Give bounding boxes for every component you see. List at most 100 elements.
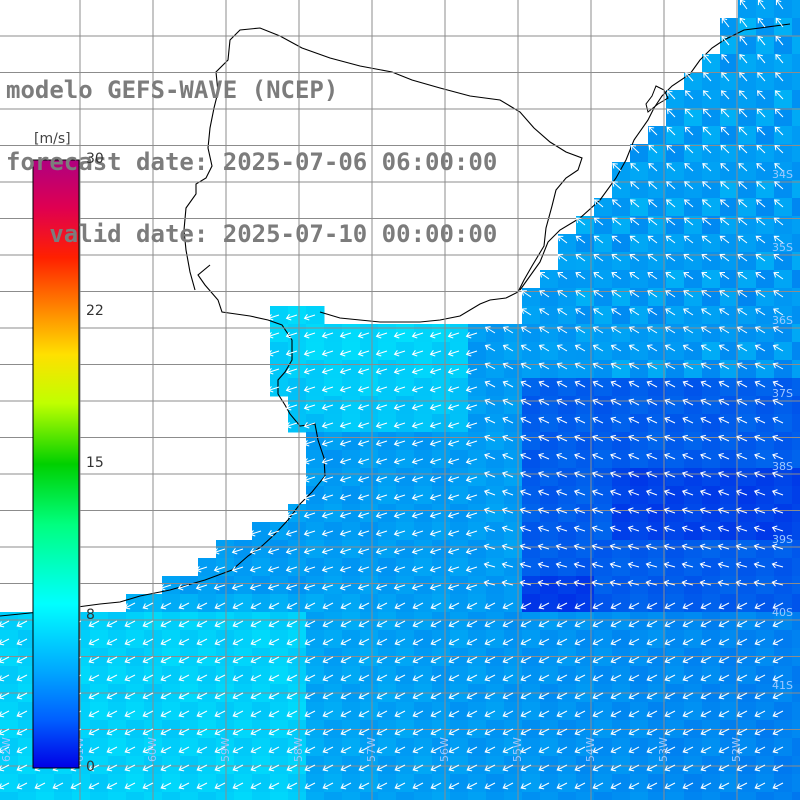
wind-arrow <box>465 440 478 447</box>
ocean-cell <box>756 738 775 757</box>
wind-arrow <box>412 656 424 664</box>
ocean-cell <box>594 576 613 595</box>
wind-arrow <box>610 728 622 736</box>
ocean-cell <box>504 702 523 721</box>
ocean-cell <box>468 522 487 541</box>
wind-arrow <box>771 525 784 532</box>
wind-arrow <box>717 543 730 551</box>
ocean-cell <box>702 72 721 91</box>
ocean-cell <box>702 756 721 775</box>
wind-arrow <box>358 656 370 664</box>
ocean-cell <box>396 432 415 451</box>
ocean-cell <box>612 504 631 523</box>
ocean-cell <box>324 612 343 631</box>
ocean-cell <box>774 792 793 800</box>
wind-arrow <box>357 458 370 465</box>
wind-arrow <box>502 362 514 370</box>
ocean-cell <box>720 450 739 469</box>
ocean-cell <box>216 612 235 631</box>
ocean-cell <box>414 324 433 343</box>
ocean-cell <box>18 648 37 667</box>
ocean-cell <box>702 504 721 523</box>
ocean-cell <box>648 756 667 775</box>
ocean-cell <box>342 576 361 595</box>
ocean-cell <box>540 666 559 685</box>
wind-arrow <box>556 380 568 388</box>
ocean-cell <box>270 666 289 685</box>
ocean-cell <box>342 738 361 757</box>
wind-arrow <box>700 453 712 460</box>
wind-arrow <box>628 746 640 754</box>
wind-arrow <box>665 253 676 262</box>
wind-arrow <box>465 566 478 573</box>
wind-arrow <box>772 638 784 646</box>
wind-arrow <box>304 638 316 646</box>
wind-arrow <box>591 543 604 551</box>
wind-arrow <box>339 476 352 483</box>
wind-arrow <box>627 543 640 551</box>
ocean-cell <box>468 630 487 649</box>
ocean-cell <box>360 648 379 667</box>
ocean-cell <box>630 378 649 397</box>
ocean-cell <box>684 594 703 613</box>
ocean-cell <box>630 702 649 721</box>
ocean-cell <box>648 630 667 649</box>
wind-arrow <box>357 386 370 393</box>
wind-arrow <box>538 638 550 646</box>
wind-arrow <box>0 620 10 628</box>
wind-arrow <box>773 235 784 244</box>
ocean-cell <box>774 216 793 235</box>
wind-arrow <box>574 326 586 334</box>
wind-arrow <box>376 782 388 790</box>
wind-arrow <box>304 674 316 682</box>
ocean-cell <box>36 774 55 793</box>
ocean-cell <box>450 396 469 415</box>
ocean-cell <box>450 504 469 523</box>
wind-arrow <box>754 602 766 610</box>
ocean-cell <box>792 342 800 361</box>
wind-arrow <box>447 350 460 357</box>
ocean-cell <box>792 252 800 271</box>
wind-arrow <box>519 507 532 514</box>
ocean-cell <box>666 414 685 433</box>
ocean-cell <box>396 342 415 361</box>
ocean-cell <box>756 0 775 19</box>
wind-arrow <box>682 362 694 370</box>
wind-arrow <box>573 489 586 496</box>
wind-arrow <box>736 326 748 334</box>
wind-arrow <box>754 674 766 682</box>
wind-arrow <box>609 525 622 532</box>
ocean-cell <box>666 288 685 307</box>
wind-arrow <box>376 764 388 772</box>
wind-arrow <box>738 108 748 118</box>
wind-arrow <box>376 728 388 736</box>
ocean-cell <box>792 522 800 541</box>
wind-arrow <box>322 674 334 682</box>
ocean-cell <box>252 648 271 667</box>
ocean-cell <box>720 522 739 541</box>
wind-arrow <box>249 566 262 573</box>
wind-arrow <box>610 782 622 790</box>
ocean-cell <box>756 756 775 775</box>
ocean-cell <box>774 612 793 631</box>
ocean-cell <box>324 558 343 577</box>
wind-arrow <box>268 746 280 754</box>
wind-arrow <box>484 620 496 628</box>
ocean-cell <box>792 18 800 37</box>
wind-arrow <box>502 728 514 736</box>
ocean-cell <box>252 540 271 559</box>
ocean-cell <box>504 432 523 451</box>
ocean-cell <box>270 648 289 667</box>
wind-arrow <box>322 764 334 772</box>
wind-arrow <box>429 350 442 357</box>
ocean-cell <box>450 792 469 800</box>
ocean-cell <box>468 414 487 433</box>
ocean-cell <box>630 522 649 541</box>
ocean-cell <box>378 792 397 800</box>
wind-arrow <box>357 332 370 339</box>
ocean-cell <box>270 702 289 721</box>
wind-arrow <box>466 746 478 754</box>
wind-arrow <box>629 308 640 316</box>
wind-arrow <box>575 290 586 298</box>
ocean-cell <box>702 198 721 217</box>
